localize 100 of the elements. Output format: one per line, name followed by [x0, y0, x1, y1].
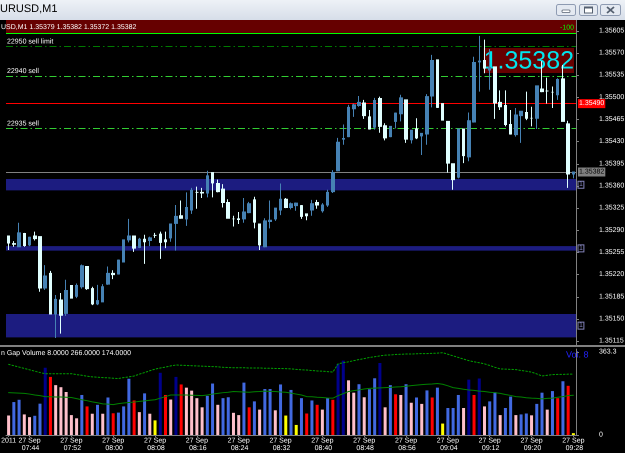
bar	[116, 412, 120, 435]
bar	[462, 408, 466, 435]
chart-title: URUSD,M1	[0, 3, 58, 15]
candlestick	[315, 199, 319, 210]
candlestick	[404, 99, 408, 144]
bar	[7, 416, 10, 435]
candlestick	[148, 236, 152, 247]
bar	[138, 412, 141, 435]
bar	[112, 413, 115, 435]
candlestick	[258, 223, 261, 250]
candlestick	[300, 204, 303, 220]
candlestick	[54, 294, 57, 339]
bar	[316, 404, 319, 435]
candlestick	[237, 211, 240, 224]
bar	[148, 414, 152, 435]
candlestick	[331, 170, 335, 194]
bar	[352, 392, 356, 435]
bar	[373, 378, 376, 435]
bar	[368, 389, 371, 435]
bar	[530, 415, 534, 435]
bar	[566, 386, 570, 435]
bar	[482, 406, 486, 435]
candlestick	[23, 232, 26, 248]
bar	[357, 384, 360, 435]
bar	[284, 416, 288, 435]
candlestick	[462, 128, 465, 164]
bar	[44, 368, 47, 435]
bar	[410, 402, 413, 435]
candlestick	[336, 137, 340, 172]
bar	[540, 392, 544, 435]
bar	[96, 404, 100, 435]
candlestick	[80, 264, 84, 290]
bar	[520, 414, 523, 435]
bar	[242, 382, 246, 435]
bar	[472, 394, 476, 435]
candlestick	[96, 284, 99, 306]
candlestick	[551, 86, 554, 109]
bar	[441, 424, 444, 435]
bar	[524, 414, 528, 435]
candlestick	[284, 198, 288, 209]
bar	[294, 424, 298, 435]
candlestick	[457, 128, 460, 179]
bar	[550, 391, 554, 435]
candlestick	[373, 97, 376, 130]
bar	[174, 376, 178, 435]
bar	[561, 381, 564, 435]
candlestick	[305, 213, 308, 221]
candlestick	[415, 118, 418, 140]
candlestick	[132, 236, 136, 252]
candlestick	[12, 240, 16, 248]
bar	[488, 401, 492, 435]
bar	[425, 390, 428, 435]
candlestick	[535, 85, 539, 130]
bar	[70, 415, 73, 435]
candlestick	[138, 237, 141, 249]
candlestick	[153, 232, 157, 238]
candlestick	[49, 270, 52, 314]
candlestick	[556, 78, 559, 100]
candlestick	[530, 106, 533, 127]
bar	[200, 407, 204, 435]
candlestick	[70, 284, 73, 299]
bar	[378, 362, 382, 435]
bar	[122, 406, 126, 435]
candlestick	[451, 163, 455, 190]
bar	[216, 404, 220, 435]
candlestick	[111, 270, 115, 280]
candlestick	[59, 292, 63, 334]
candlestick	[91, 286, 94, 306]
candlestick	[211, 172, 214, 198]
candlestick	[441, 103, 444, 121]
bar	[232, 412, 235, 435]
candlestick	[185, 192, 188, 226]
candlestick	[362, 99, 366, 120]
bar	[90, 414, 94, 435]
bar	[211, 384, 214, 435]
candlestick	[232, 215, 235, 228]
bar	[478, 378, 481, 435]
bar	[326, 398, 330, 435]
bar	[290, 390, 292, 435]
candlestick	[7, 236, 10, 250]
bar	[258, 410, 262, 435]
line-series	[8, 383, 574, 406]
candlestick	[117, 258, 120, 276]
bar	[415, 397, 418, 435]
bar	[320, 410, 324, 435]
bar	[158, 372, 162, 435]
bar	[132, 400, 136, 435]
candlestick	[159, 231, 162, 260]
candlestick	[28, 236, 31, 247]
candlestick	[446, 120, 450, 174]
bar	[452, 408, 455, 435]
bar	[169, 400, 172, 435]
candlestick	[85, 266, 89, 290]
bar	[310, 400, 314, 435]
bar	[535, 404, 538, 435]
bar	[394, 394, 398, 435]
candlestick	[342, 124, 345, 146]
bar	[388, 385, 392, 435]
bar	[456, 394, 460, 435]
bar	[75, 418, 78, 435]
